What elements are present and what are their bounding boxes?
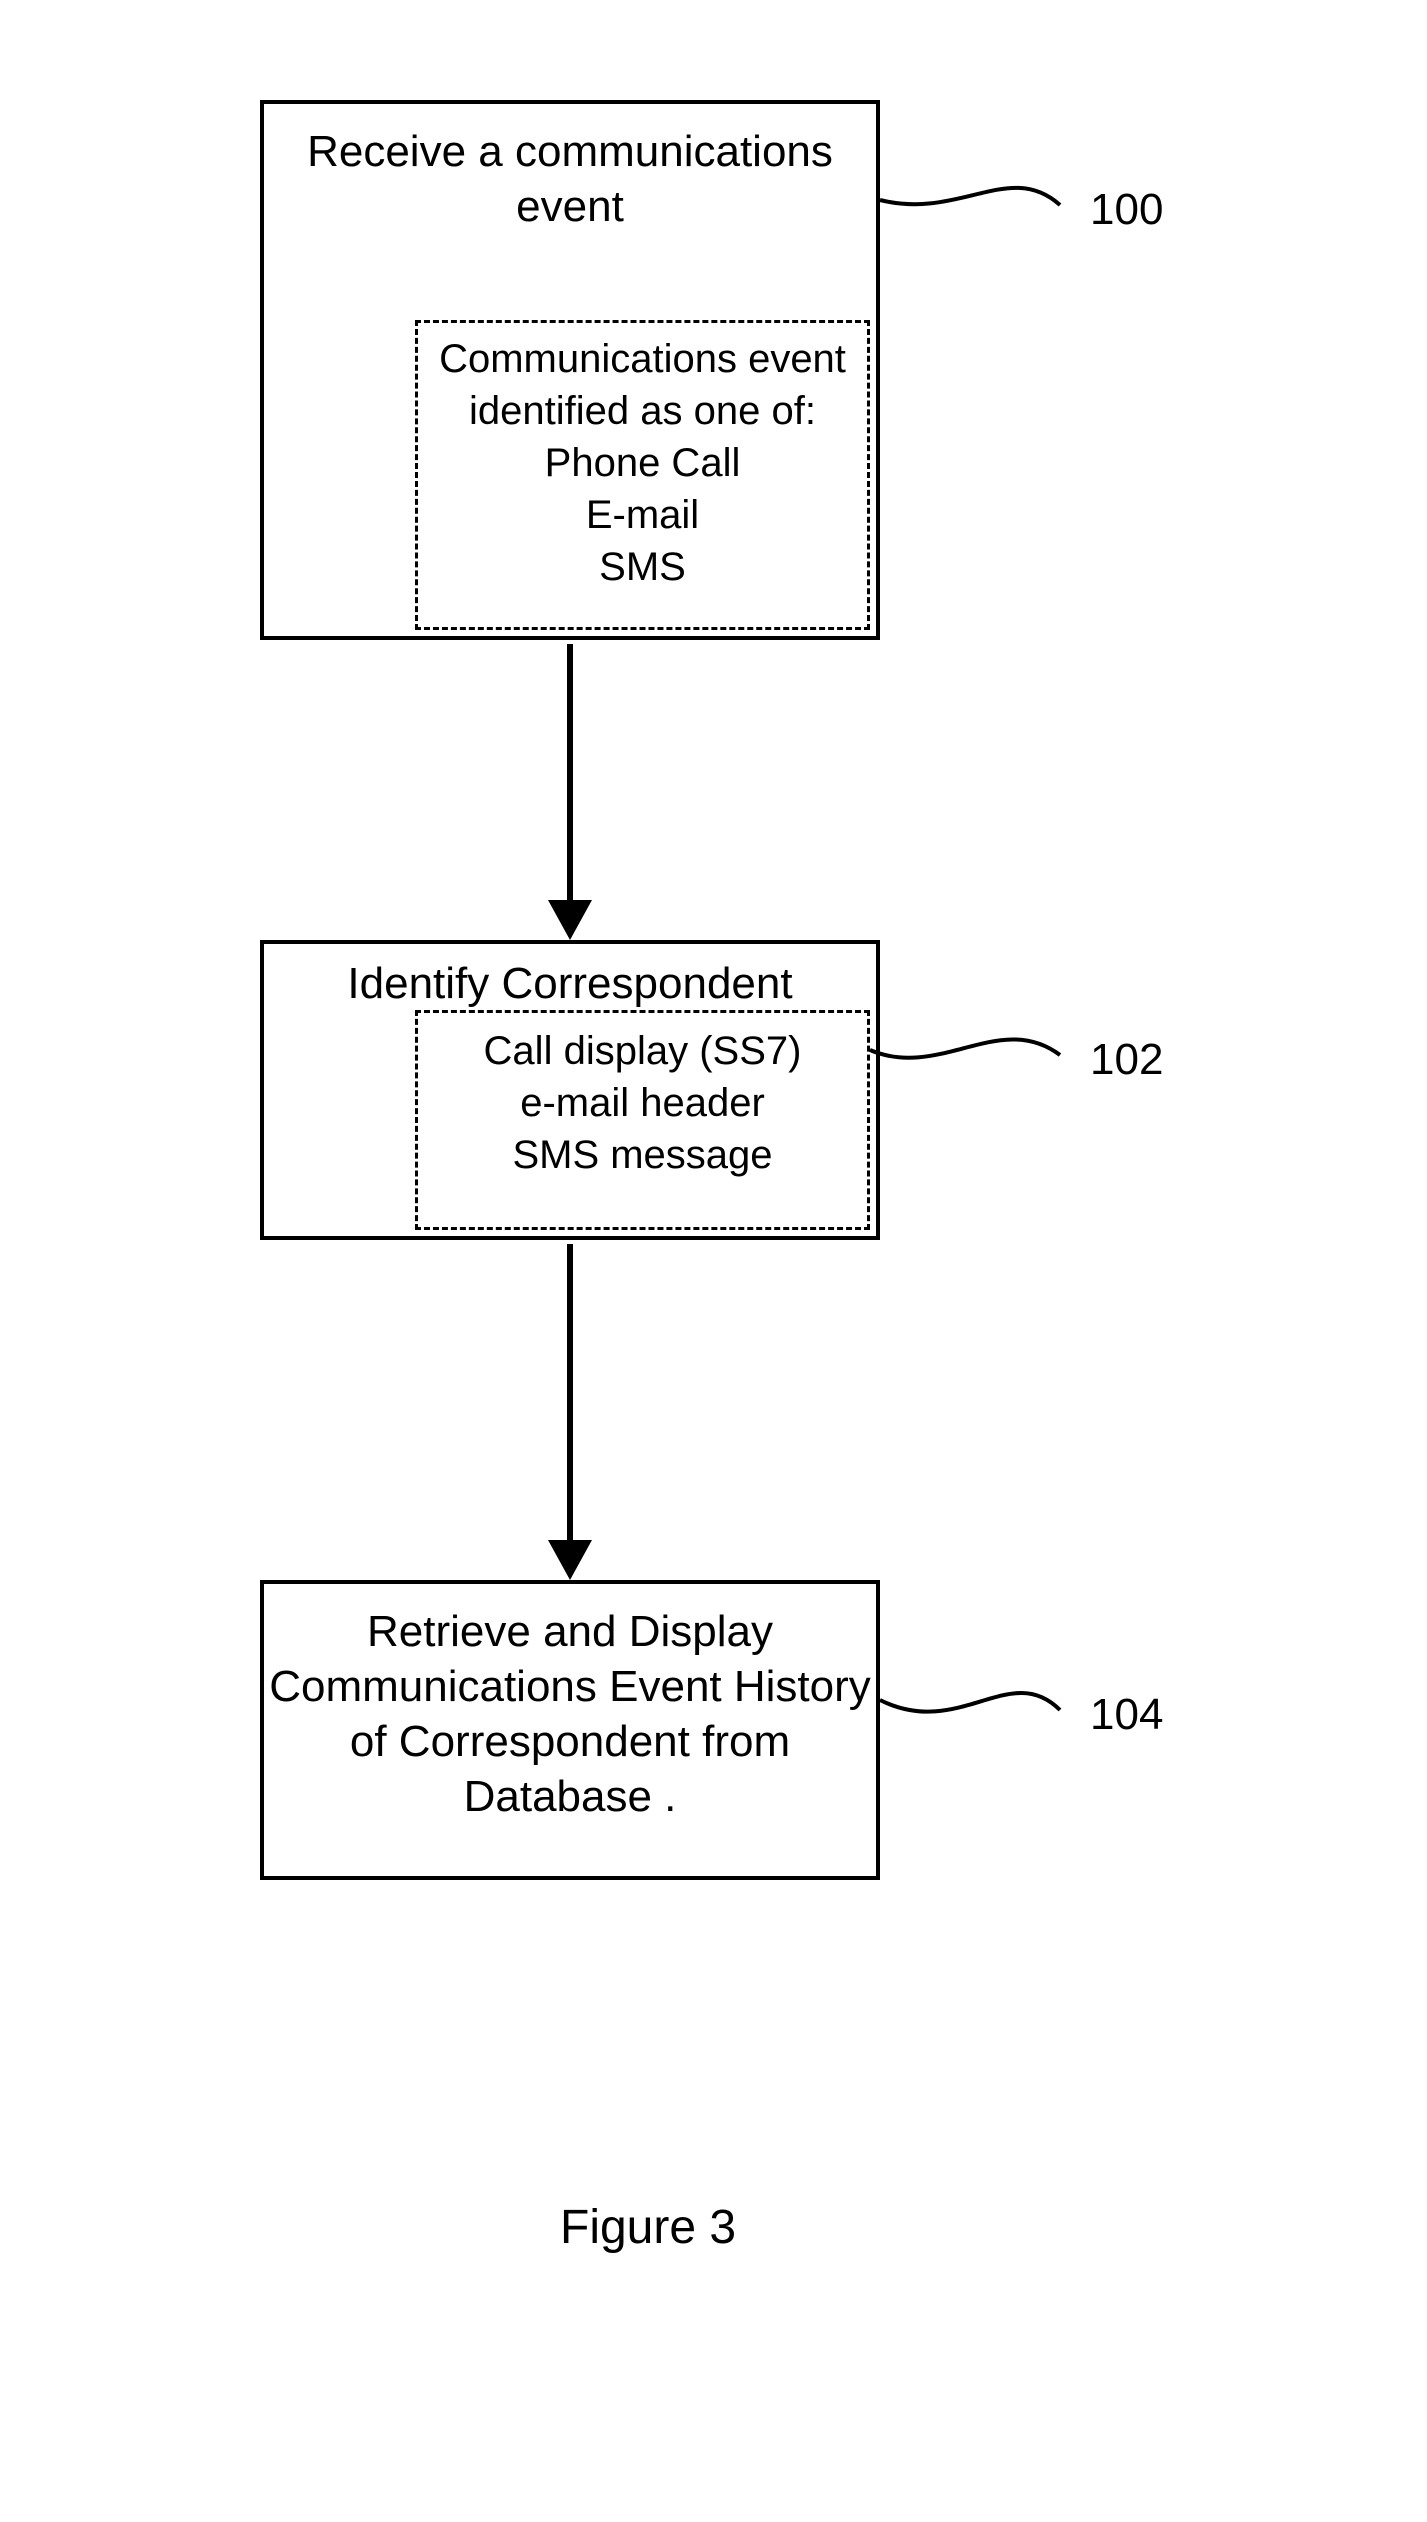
figure-caption: Figure 3: [560, 2200, 736, 2255]
leader-104: [0, 0, 1427, 2522]
ref-104: 104: [1090, 1690, 1163, 1740]
